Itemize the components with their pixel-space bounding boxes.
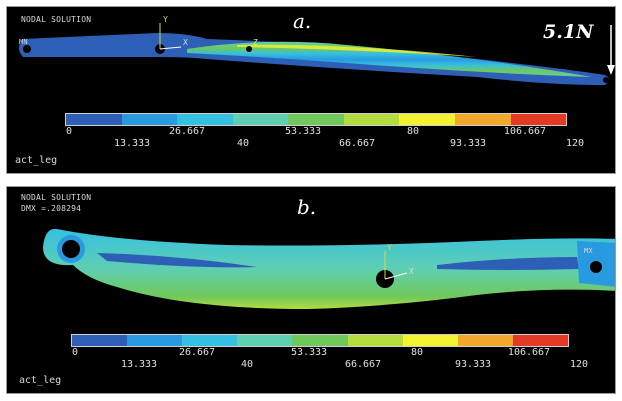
- low-stress-zone-left: [97, 253, 257, 268]
- dmx-readout: DMX =.208294: [21, 204, 82, 213]
- right-pivot-hole: [590, 261, 602, 273]
- legend-tick: 40: [240, 359, 254, 370]
- legend-tick: 26.667: [178, 347, 216, 358]
- legend-tick: 13.333: [120, 359, 158, 370]
- triad-x-axis: [159, 46, 182, 50]
- legend-tick: 66.667: [344, 359, 382, 370]
- legend-swatch: [457, 335, 513, 346]
- contour-legend-bar: [71, 334, 569, 347]
- legend-swatch: [454, 114, 511, 125]
- legend-tick: 120: [565, 138, 585, 149]
- mn-marker: MN: [19, 38, 28, 46]
- legend-tick: 93.333: [449, 138, 487, 149]
- x-axis-label: X: [183, 38, 189, 47]
- force-arrow-head: [607, 65, 615, 75]
- leg-model-a: [19, 23, 615, 85]
- stress-band: [187, 41, 592, 77]
- low-stress-zone-right: [437, 257, 579, 270]
- x-axis-label: X: [409, 267, 415, 276]
- legend-swatch: [343, 114, 400, 125]
- nodal-solution-header: NODAL SOLUTION: [21, 15, 92, 24]
- legend-swatch: [127, 335, 183, 346]
- legend-tick: 120: [569, 359, 589, 370]
- left-pivot-hole: [62, 240, 80, 258]
- mx-marker: MX: [584, 247, 593, 255]
- legend-tick: 106.667: [507, 347, 551, 358]
- panel-a-stress-plot: NODAL SOLUTION a. 5.1N: [6, 6, 616, 174]
- legend-swatch: [347, 335, 403, 346]
- legend-tick: 106.667: [503, 126, 547, 137]
- pivot-hole-small: [246, 46, 252, 52]
- legend-swatch: [402, 335, 458, 346]
- legend-tick: 80: [406, 126, 420, 137]
- pivot-hole-left: [23, 45, 31, 53]
- legend-tick: 80: [410, 347, 424, 358]
- legend-swatch: [66, 114, 122, 125]
- legend-tick: 13.333: [113, 138, 151, 149]
- y-axis-label: Y: [163, 15, 169, 24]
- legend-tick: 40: [236, 138, 250, 149]
- panel-caption: b.: [297, 195, 317, 219]
- panel-b-stress-plot: NODAL SOLUTION DMX =.208294 b. MX Y X: [6, 186, 616, 394]
- legend-tick: 53.333: [290, 347, 328, 358]
- peak-stress-zone: [237, 44, 477, 57]
- legend-tick: 66.667: [338, 138, 376, 149]
- contour-legend-bar: [65, 113, 567, 126]
- triad-x-axis: [384, 272, 408, 280]
- jobname-label: act_leg: [15, 155, 58, 166]
- legend-tick: 93.333: [454, 359, 492, 370]
- legend-swatch: [288, 114, 344, 125]
- legend-tick: 0: [71, 347, 79, 358]
- legend-swatch: [510, 114, 567, 125]
- legend-tick: 53.333: [284, 126, 322, 137]
- legend-swatch: [72, 335, 128, 346]
- legend-swatch: [399, 114, 455, 125]
- legend-swatch: [512, 335, 568, 346]
- nodal-solution-header: NODAL SOLUTION: [21, 193, 92, 202]
- force-label: 5.1N: [543, 21, 594, 43]
- legend-swatch: [182, 335, 238, 346]
- y-axis-label: Y: [387, 243, 393, 252]
- jobname-label: act_leg: [19, 375, 62, 386]
- legend-swatch: [292, 335, 348, 346]
- leg-model-b: [43, 228, 615, 309]
- z-axis-label: Z: [253, 38, 259, 47]
- panel-caption: a.: [293, 9, 312, 33]
- legend-tick: 0: [65, 126, 73, 137]
- load-hole: [603, 77, 609, 83]
- legend-swatch: [177, 114, 233, 125]
- legend-tick: 26.667: [168, 126, 206, 137]
- link-body: [43, 228, 615, 309]
- legend-swatch: [237, 335, 293, 346]
- legend-swatch: [232, 114, 289, 125]
- legend-swatch: [121, 114, 178, 125]
